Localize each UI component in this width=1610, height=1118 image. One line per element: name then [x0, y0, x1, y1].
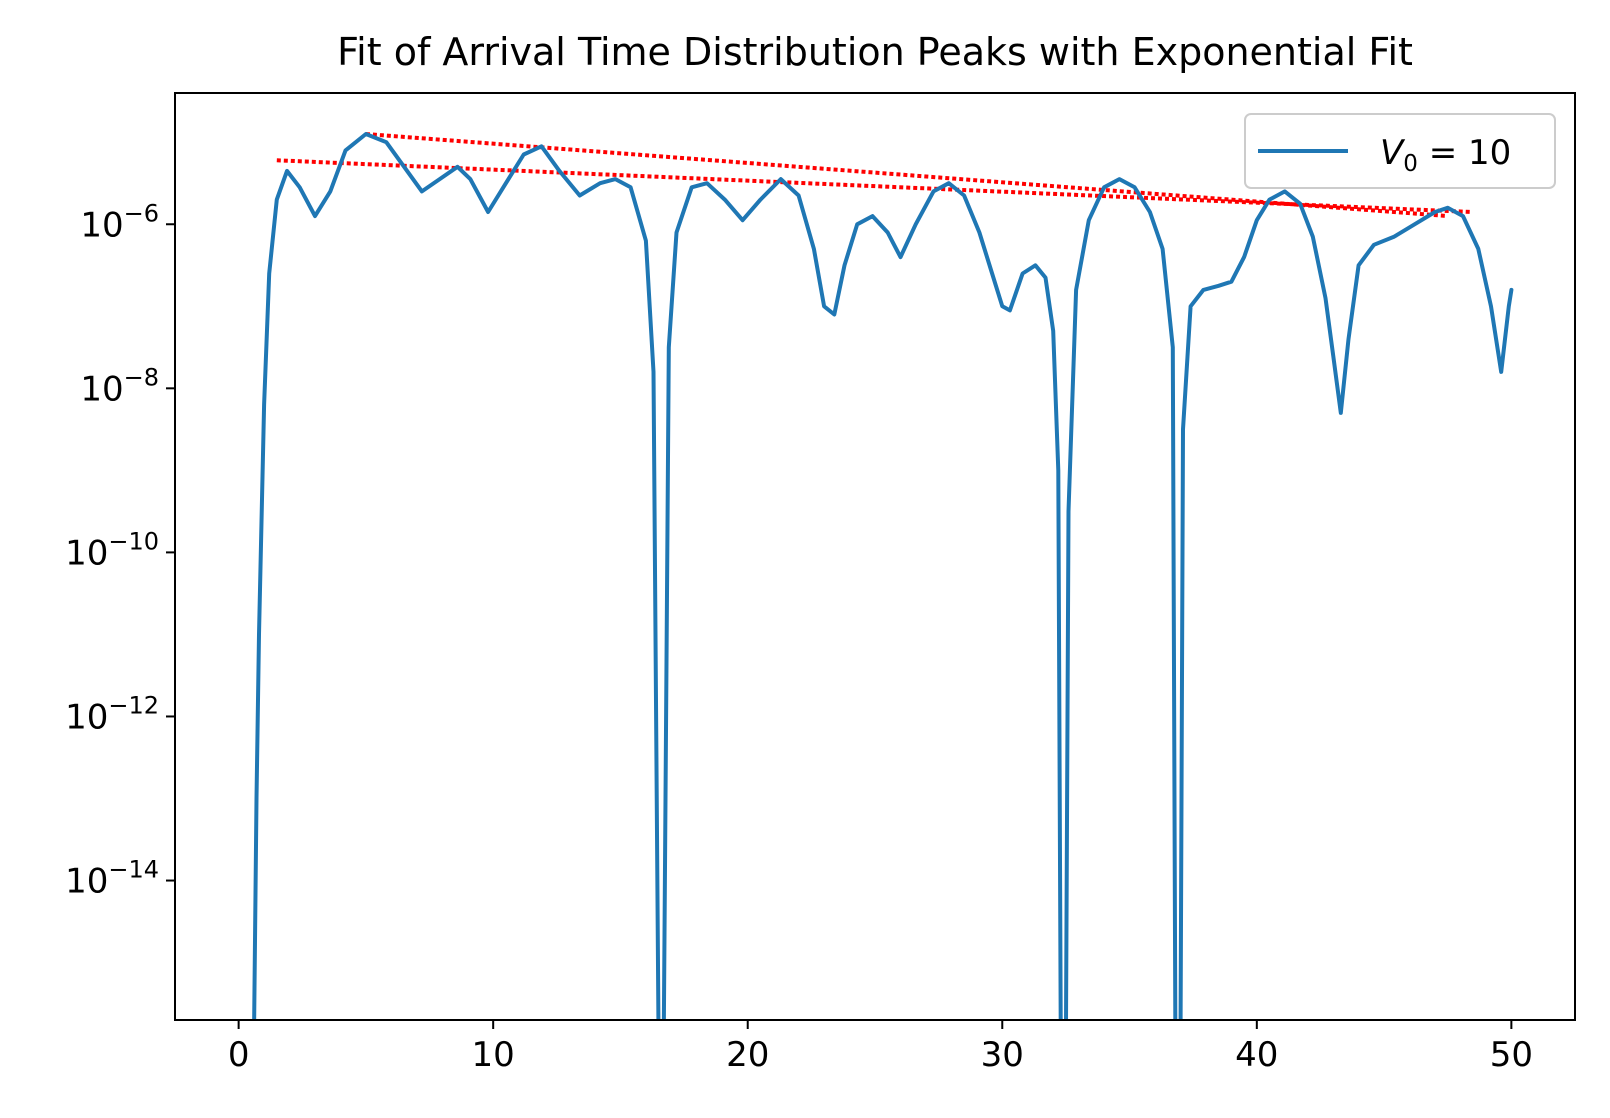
y-tick-label: 10−12 — [65, 691, 159, 737]
y-tick-label: 10−6 — [80, 199, 159, 245]
legend-label-symbol: V — [1380, 133, 1406, 173]
legend-label: V0 = 10 — [1380, 133, 1511, 177]
plot-area: 0 10 20 30 40 50 10−6 10−8 10−10 10−12 10−14 — [65, 92, 1576, 1075]
x-tick-label: 30 — [981, 1035, 1024, 1075]
y-tick-label: 10−8 — [80, 363, 159, 409]
x-tick-label: 20 — [726, 1035, 769, 1075]
chart-title: Fit of Arrival Time Distribution Peaks w… — [337, 30, 1413, 74]
series-lines — [252, 132, 1514, 1020]
x-tick-label: 10 — [472, 1035, 515, 1075]
x-axis: 0 10 20 30 40 50 — [228, 1020, 1533, 1075]
y-tick-label: 10−14 — [65, 856, 159, 902]
x-tick-label: 50 — [1490, 1035, 1533, 1075]
x-tick-label: 40 — [1235, 1035, 1278, 1075]
y-axis: 10−6 10−8 10−10 10−12 10−14 — [65, 199, 175, 902]
series-line — [252, 132, 1514, 1020]
legend-label-value: = 10 — [1418, 133, 1511, 173]
legend-label-subscript: 0 — [1403, 151, 1418, 177]
legend-frame — [1244, 113, 1556, 189]
x-tick-label: 0 — [228, 1035, 250, 1075]
fit-line — [276, 158, 1471, 214]
legend: V0 = 10 — [1244, 113, 1556, 189]
y-tick-label: 10−10 — [65, 527, 159, 573]
plot-frame — [174, 92, 1576, 1021]
